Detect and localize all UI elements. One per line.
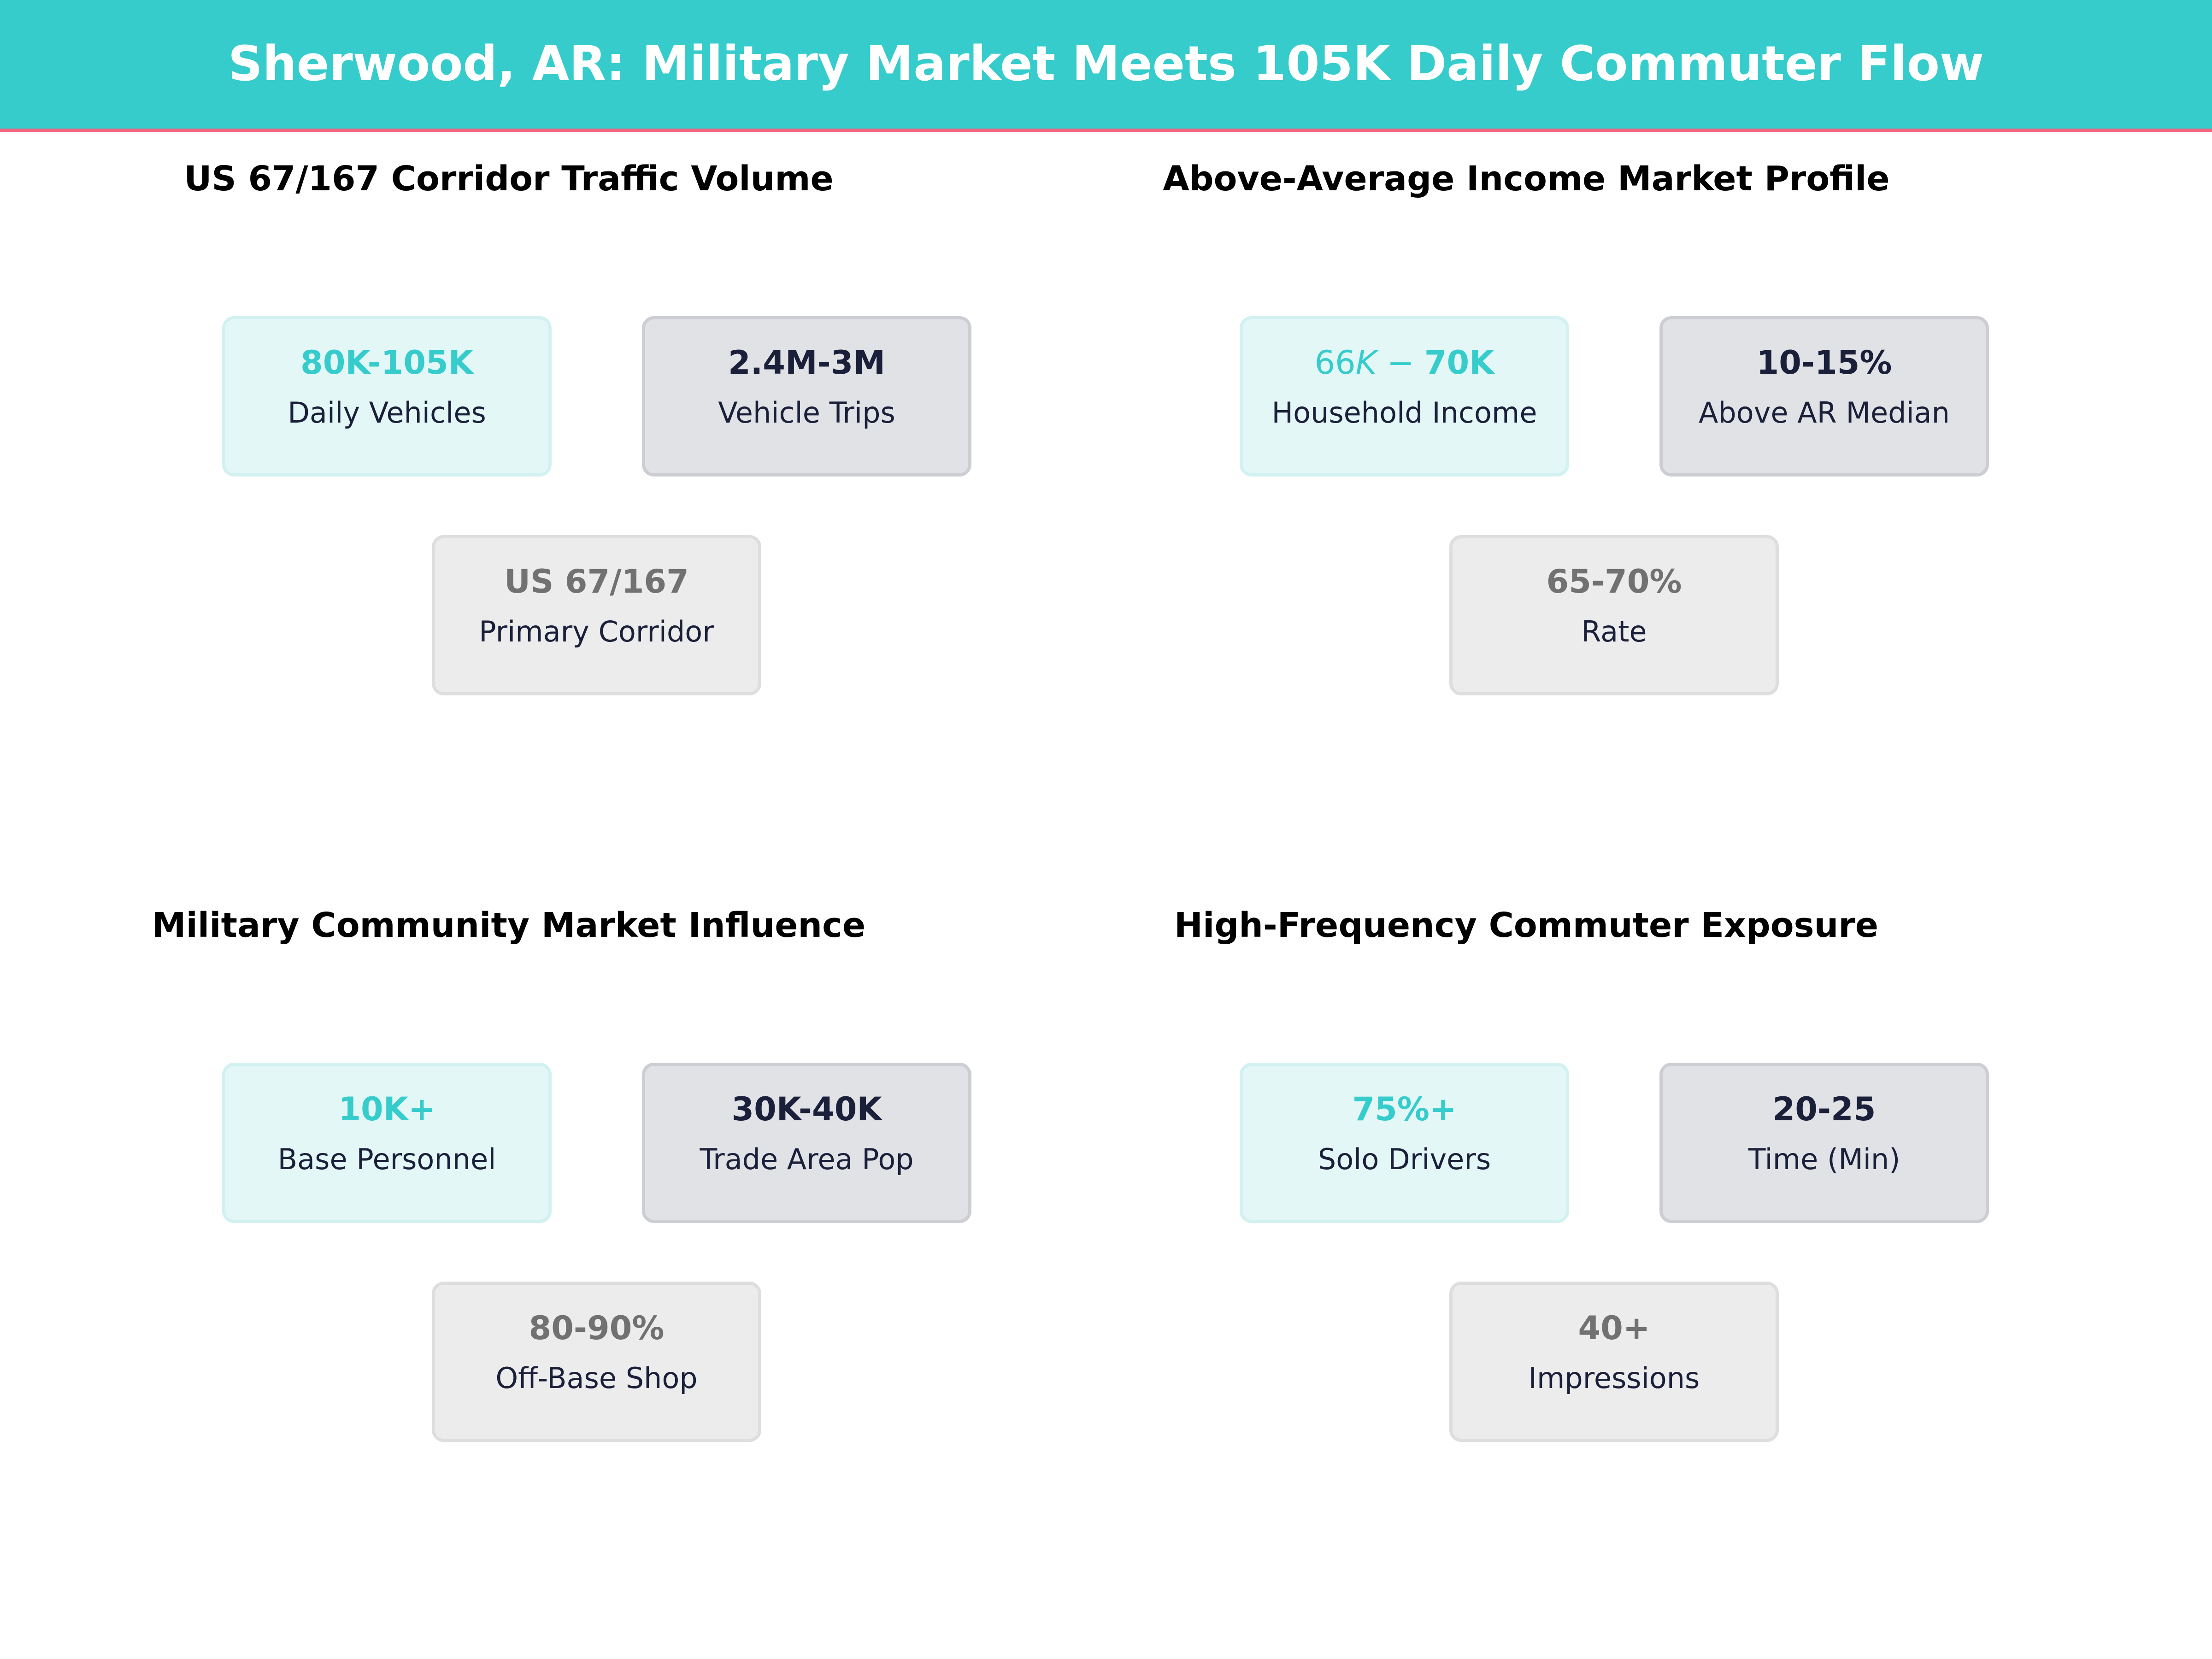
metric-value: 40+ [1578,1309,1650,1347]
metric-value: 10K+ [338,1090,435,1128]
metric-card-household-income: 66K − 70K Household Income [1240,316,1569,477]
page-title: Sherwood, AR: Military Market Meets 105K… [228,35,1984,92]
metric-value: 80K-105K [300,344,473,382]
metric-card-primary-corridor: US 67/167 Primary Corridor [432,535,761,695]
section-title: High-Frequency Commuter Exposure [1174,906,1878,945]
metric-card-rate: 65-70% Rate [1449,535,1779,695]
section-income-profile: Above-Average Income Market Profile 66K … [1018,0,2035,747]
metric-label: Primary Corridor [479,615,714,648]
metric-value: 80-90% [529,1309,665,1347]
metric-value-math-part: 66K − [1314,344,1424,382]
metric-card-impressions: 40+ Impressions [1449,1282,1779,1442]
metric-label: Household Income [1271,396,1537,429]
metric-label: Trade Area Pop [700,1142,914,1176]
metric-value: 30K-40K [731,1090,882,1128]
metric-card-above-median: 10-15% Above AR Median [1659,316,1989,477]
section-commuter-exposure: High-Frequency Commuter Exposure 75%+ So… [1018,747,2035,1493]
section-title: Military Community Market Influence [152,906,866,945]
metric-card-daily-vehicles: 80K-105K Daily Vehicles [222,316,552,477]
metric-card-off-base-shop: 80-90% Off-Base Shop [432,1282,761,1442]
header-banner: Sherwood, AR: Military Market Meets 105K… [0,0,2212,132]
section-title: US 67/167 Corridor Traffic Volume [184,159,834,199]
metric-value: 65-70% [1546,563,1682,600]
metric-label: Time (Min) [1748,1142,1900,1176]
section-traffic-volume: US 67/167 Corridor Traffic Volume 80K-10… [0,0,1018,747]
metric-label: Above AR Median [1699,396,1950,429]
metric-value: 66K − 70K [1315,343,1494,382]
metric-value-bold-part: 70K [1424,344,1494,382]
metric-label: Vehicle Trips [718,396,895,429]
metric-label: Solo Drivers [1318,1142,1491,1176]
metric-card-vehicle-trips: 2.4M-3M Vehicle Trips [642,316,971,477]
metric-value: 20-25 [1772,1090,1876,1128]
metric-label: Daily Vehicles [288,396,486,429]
metric-value: 10-15% [1756,344,1892,382]
metric-value: US 67/167 [504,563,689,600]
metric-card-trade-area-pop: 30K-40K Trade Area Pop [642,1063,971,1223]
section-military-influence: Military Community Market Influence 10K+… [0,747,1018,1493]
metric-value: 2.4M-3M [728,344,886,382]
metric-card-solo-drivers: 75%+ Solo Drivers [1240,1063,1569,1223]
metric-card-commute-time: 20-25 Time (Min) [1659,1063,1989,1223]
metric-label: Rate [1581,615,1647,648]
metric-value: 75%+ [1352,1090,1457,1128]
metric-card-base-personnel: 10K+ Base Personnel [222,1063,552,1223]
metric-label: Base Personnel [277,1142,496,1176]
metric-label: Off-Base Shop [495,1361,698,1395]
section-title: Above-Average Income Market Profile [1163,159,1890,199]
metric-label: Impressions [1528,1361,1700,1395]
